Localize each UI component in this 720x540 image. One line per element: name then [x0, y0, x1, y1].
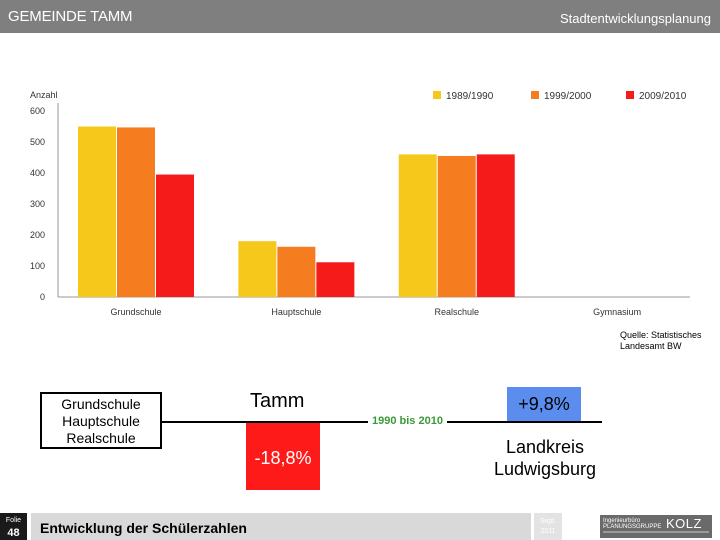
y-tick-label: 300 [30, 199, 45, 209]
district-line-1: Landkreis [505, 437, 585, 457]
y-tick-label: 400 [30, 168, 45, 178]
date-month: Sept. [539, 518, 557, 525]
legend-label: 1989/1990 [446, 91, 494, 102]
y-tick-label: 500 [30, 137, 45, 147]
y-tick-label: 100 [30, 261, 45, 271]
y-tick-label: 200 [30, 230, 45, 240]
school-type-1: Grundschule [61, 396, 141, 412]
company-logo: Ingenieurbüro PLANUNGSGRUPPE KOLZ [600, 515, 712, 538]
x-tick-label: Realschule [434, 307, 479, 317]
period-label: 1990 bis 2010 [368, 415, 447, 427]
date-box: Sept. 2011 [534, 513, 562, 540]
legend-swatch [626, 91, 634, 99]
legend-swatch [531, 91, 539, 99]
bar-1989-1990-hauptschule [238, 241, 277, 297]
x-tick-label: Grundschule [110, 307, 161, 317]
bar-2009-2010-grundschule [156, 174, 194, 297]
logo-underline [603, 531, 709, 533]
bar-1989-1990-realschule [398, 154, 437, 297]
district-change-value: +9,8% [518, 394, 570, 414]
legend-swatch [433, 91, 441, 99]
source-line-1: Quelle: Statistisches [620, 330, 702, 340]
school-types-box: Grundschule Hauptschule Realschule [40, 392, 162, 449]
tamm-change-value: -18,8% [254, 448, 312, 468]
school-type-3: Realschule [66, 430, 136, 446]
department-title: Stadtentwicklungsplanung [559, 11, 711, 26]
district-change-box: +9,8% [507, 387, 581, 421]
bar-1989-1990-grundschule [78, 126, 116, 297]
school-enrollment-chart: Anzahl 0 100 200 300 400 500 600 Grundschule Haup… [30, 90, 690, 317]
slide-number: 48 [7, 527, 20, 539]
y-tick-label: 0 [40, 292, 45, 302]
logo-line-2: PLANUNGSGRUPPE [603, 524, 662, 530]
footer-title-bar: Entwicklung der Schülerzahlen [31, 513, 531, 540]
slide-label: Folie [5, 517, 22, 524]
header-bar: GEMEINDE TAMM Stadtentwicklungsplanung [0, 0, 720, 33]
x-tick-label: Gymnasium [593, 307, 641, 317]
source-line-2: Landesamt BW [620, 341, 682, 351]
tamm-change-box: -18,8% [246, 423, 320, 490]
bar-1999-2000-grundschule [117, 127, 155, 298]
tamm-label: Tamm [250, 390, 305, 412]
municipality-title: GEMEINDE TAMM [8, 8, 133, 25]
y-tick-label: 600 [30, 106, 45, 116]
legend-label: 1999/2000 [544, 91, 592, 102]
logo-main-text: KOLZ [666, 516, 702, 531]
bar-2009-2010-hauptschule [316, 262, 355, 297]
source-note: Quelle: Statistisches Landesamt BW [620, 330, 716, 352]
bar-1999-2000-realschule [437, 155, 476, 297]
logo-small-text: Ingenieurbüro PLANUNGSGRUPPE [603, 518, 661, 530]
bar-1999-2000-hauptschule [277, 246, 316, 297]
y-axis-label: Anzahl [30, 90, 58, 100]
district-label: Landkreis Ludwigsburg [472, 436, 618, 480]
slide-number-box: Folie 48 [0, 513, 27, 540]
district-line-2: Ludwigsburg [493, 459, 597, 479]
bar-2009-2010-realschule [476, 154, 515, 297]
x-tick-label: Hauptschule [271, 307, 321, 317]
date-year: 2011 [540, 528, 556, 535]
legend-label: 2009/2010 [639, 91, 687, 102]
school-type-2: Hauptschule [62, 413, 140, 429]
slide-title: Entwicklung der Schülerzahlen [40, 520, 247, 536]
logo-line-1: Ingenieurbüro [603, 518, 641, 524]
